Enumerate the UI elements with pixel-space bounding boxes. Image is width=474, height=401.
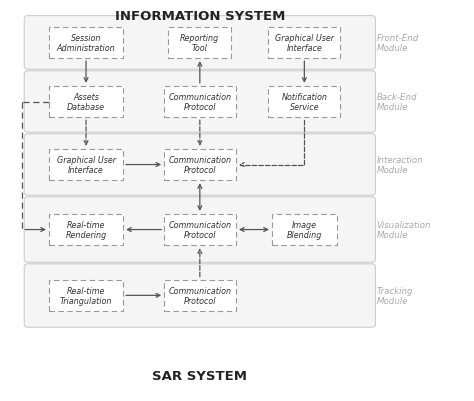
Text: Assets
Database: Assets Database	[67, 93, 105, 112]
Text: Interaction
Module: Interaction Module	[376, 156, 423, 175]
Bar	[268, 28, 340, 59]
Text: Back-End
Module: Back-End Module	[376, 93, 417, 112]
Bar	[49, 214, 123, 246]
Text: Communication
Protocol: Communication Protocol	[168, 220, 231, 240]
Bar	[164, 280, 236, 311]
Bar	[49, 28, 123, 59]
Text: Communication
Protocol: Communication Protocol	[168, 286, 231, 305]
Bar	[49, 87, 123, 118]
Bar	[268, 87, 340, 118]
FancyBboxPatch shape	[24, 264, 375, 328]
Text: Communication
Protocol: Communication Protocol	[168, 93, 231, 112]
Bar	[164, 87, 236, 118]
Text: Communication
Protocol: Communication Protocol	[168, 156, 231, 175]
Text: Notification
Service: Notification Service	[282, 93, 328, 112]
Bar	[164, 150, 236, 181]
Text: Reporting
Tool: Reporting Tool	[180, 34, 219, 53]
Text: Image
Blending: Image Blending	[287, 220, 322, 240]
Text: Graphical User
Interface: Graphical User Interface	[275, 34, 334, 53]
Text: Graphical User
Interface: Graphical User Interface	[56, 156, 116, 175]
FancyBboxPatch shape	[24, 72, 375, 133]
Text: SAR SYSTEM: SAR SYSTEM	[152, 369, 247, 382]
Text: Real-time
Triangulation: Real-time Triangulation	[60, 286, 112, 305]
Text: INFORMATION SYSTEM: INFORMATION SYSTEM	[115, 10, 285, 22]
Text: Front-End
Module: Front-End Module	[376, 34, 419, 53]
Text: Visualization
Module: Visualization Module	[376, 220, 431, 240]
Bar	[272, 214, 337, 246]
Bar	[49, 280, 123, 311]
FancyBboxPatch shape	[24, 134, 375, 196]
Bar	[49, 150, 123, 181]
Text: Tracking
Module: Tracking Module	[376, 286, 413, 306]
Text: Session
Administration: Session Administration	[57, 34, 115, 53]
Text: Real-time
Rendering: Real-time Rendering	[65, 220, 107, 240]
Bar	[164, 214, 236, 246]
FancyBboxPatch shape	[24, 197, 375, 263]
Bar	[168, 28, 231, 59]
FancyBboxPatch shape	[24, 16, 375, 70]
